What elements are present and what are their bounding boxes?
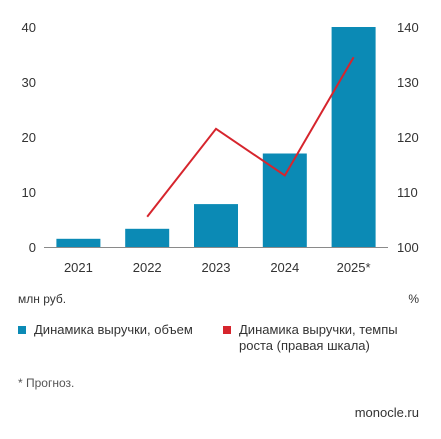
right-tick-label-3: 130 — [397, 75, 419, 90]
right-tick-label-1: 110 — [397, 185, 418, 200]
bar-3 — [262, 153, 307, 247]
right-tick-label-4: 140 — [397, 20, 419, 35]
x-tick-label-0: 2021 — [64, 260, 93, 275]
left-tick-label-3: 30 — [22, 75, 36, 90]
left-axis-unit: млн руб. — [18, 292, 67, 306]
right-tick-label-2: 120 — [397, 130, 419, 145]
left-tick-label-2: 20 — [22, 130, 36, 145]
right-axis-ticks: 100 110 120 130 140 — [397, 20, 419, 255]
right-axis-unit: % — [408, 292, 419, 306]
left-tick-label-0: 0 — [29, 240, 36, 255]
x-tick-label-4: 2025* — [337, 260, 371, 275]
legend-swatch-volume — [18, 326, 26, 334]
legend-swatch-growth — [223, 326, 231, 334]
x-tick-label-3: 2024 — [270, 260, 299, 275]
bar-2 — [194, 204, 238, 247]
legend-item-growth: Динамика выручки, темпы роста (правая шк… — [223, 322, 423, 354]
left-tick-label-1: 10 — [22, 185, 36, 200]
left-axis-ticks: 0 10 20 30 40 — [22, 20, 36, 255]
growth-rate-line — [146, 56, 355, 218]
bar-4 — [331, 27, 376, 247]
x-axis-ticks: 2021 2022 2023 2024 2025* — [64, 260, 371, 275]
bar-0 — [56, 238, 101, 248]
brand-label: monocle.ru — [354, 405, 419, 420]
footnote: * Прогноз. — [18, 376, 75, 390]
legend-label-growth: Динамика выручки, темпы роста (правая шк… — [239, 322, 398, 353]
left-tick-label-4: 40 — [22, 20, 36, 35]
legend-label-volume: Динамика выручки, объем — [34, 322, 193, 337]
right-tick-label-0: 100 — [397, 240, 419, 255]
legend-item-volume: Динамика выручки, объем — [18, 322, 218, 338]
x-tick-label-1: 2022 — [133, 260, 162, 275]
x-tick-label-2: 2023 — [202, 260, 231, 275]
bar-series — [56, 27, 376, 248]
bar-1 — [125, 228, 170, 247]
